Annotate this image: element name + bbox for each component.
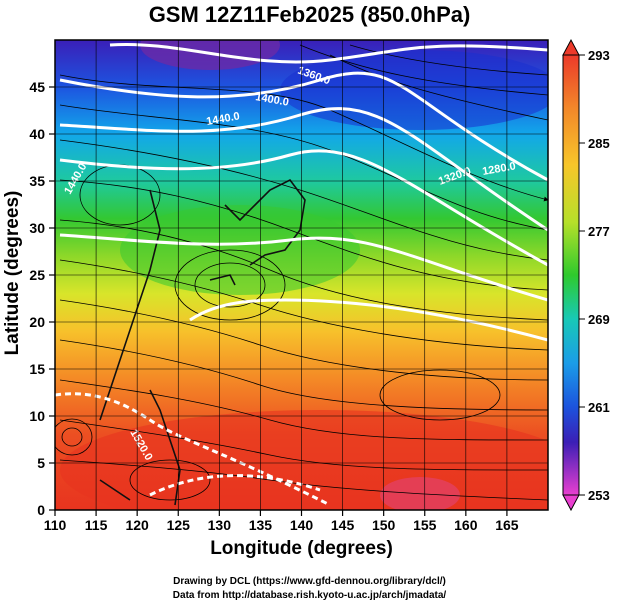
contour-label-1440: 1440.0 <box>205 110 240 128</box>
y-tick-label: 0 <box>37 502 45 518</box>
x-tick-label: 120 <box>125 517 149 533</box>
colorbar-bottom-arrow <box>562 494 580 512</box>
y-tick-label: 20 <box>29 314 45 330</box>
y-axis-ticks: 0 5 10 15 20 25 30 35 40 45 <box>29 79 55 518</box>
x-tick-label: 110 <box>44 517 67 533</box>
credit-dcl: Drawing by DCL (https://www.gfd-dennou.o… <box>173 576 446 587</box>
x-tick-label: 160 <box>454 517 478 533</box>
colorbar-tick-label: 293 <box>588 48 610 63</box>
colorbar-tick-label: 261 <box>588 400 610 415</box>
x-tick-label: 165 <box>495 517 519 533</box>
colorbar-top-arrow <box>562 38 580 56</box>
y-tick-label: 30 <box>29 220 45 236</box>
height-contours <box>55 42 548 507</box>
green-tongue <box>120 205 360 295</box>
colorbar-tick-label: 285 <box>588 136 610 151</box>
colorbar-tick-label: 253 <box>588 488 610 503</box>
colorbar-gradient <box>562 54 580 496</box>
colorbar: 293 285 277 269 261 253 <box>562 38 610 512</box>
x-tick-label: 115 <box>85 517 108 533</box>
y-tick-label: 40 <box>29 126 45 142</box>
grid-lines <box>54 40 548 511</box>
x-tick-label: 140 <box>290 517 314 533</box>
x-axis-label: Longitude (degrees) <box>210 538 393 559</box>
y-tick-label: 5 <box>37 455 45 471</box>
x-tick-label: 155 <box>413 517 437 533</box>
x-tick-label: 150 <box>372 517 396 533</box>
x-tick-label: 130 <box>208 517 232 533</box>
x-tick-label: 125 <box>167 517 191 533</box>
contour-label-1400: 1400.0 <box>254 91 289 109</box>
credit-data-source: Data from http://database.rish.kyoto-u.a… <box>172 590 447 601</box>
contour-label-1280: 1280.0 <box>481 160 516 178</box>
y-tick-label: 45 <box>29 79 45 95</box>
x-tick-label: 135 <box>249 517 273 533</box>
y-tick-label: 10 <box>29 408 45 424</box>
x-tick-label: 145 <box>331 517 355 533</box>
x-axis-ticks: 110 115 120 125 130 135 140 145 150 155 160 165 <box>44 510 519 533</box>
y-tick-label: 25 <box>29 267 45 283</box>
colorbar-tick-label: 277 <box>588 224 610 239</box>
y-tick-label: 15 <box>29 361 45 377</box>
y-axis-label: Latitude (degrees) <box>2 190 23 356</box>
y-tick-label: 35 <box>29 173 45 189</box>
colorbar-tick-label: 269 <box>588 312 610 327</box>
chart-title: GSM 12Z11Feb2025 (850.0hPa) <box>148 2 471 27</box>
